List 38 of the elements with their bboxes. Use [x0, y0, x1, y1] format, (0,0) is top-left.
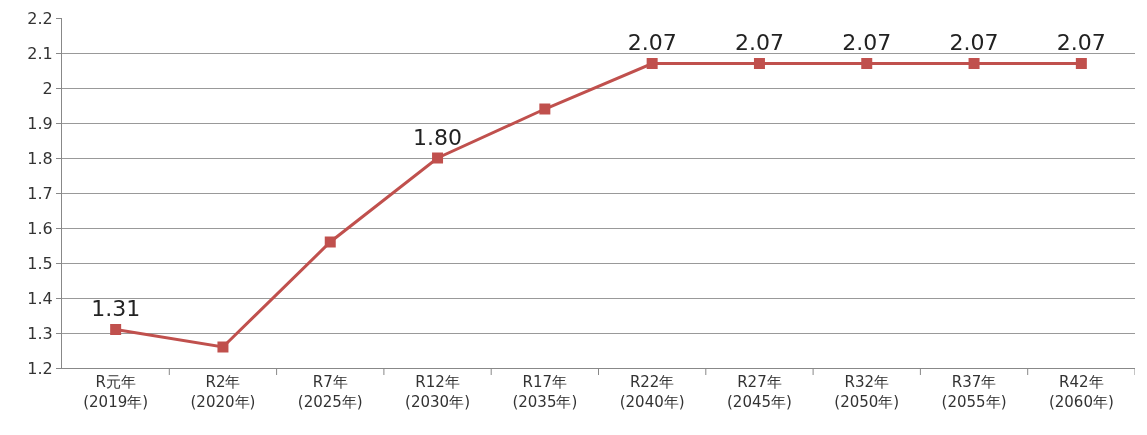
- point: [432, 152, 444, 164]
- y-tick-label: 1.7: [27, 183, 53, 203]
- data-label: 1.80: [413, 124, 463, 150]
- x-tick-label: R37年 (2055年): [941, 373, 1007, 411]
- y-tick-label: 1.3: [27, 323, 53, 343]
- x-tick-label: R12年 (2030年): [405, 373, 470, 411]
- point: [646, 58, 658, 69]
- y-tick-label: 1.6: [27, 218, 53, 238]
- y-tick-label: 1.2: [27, 358, 53, 378]
- data-label: 1.31: [91, 296, 141, 322]
- y-tick-label: 1.9: [27, 113, 53, 133]
- y-tick-label: 2.2: [27, 8, 53, 28]
- point: [753, 58, 765, 69]
- data-label: 2.07: [734, 30, 784, 56]
- x-tick-label: R2年 (2020年): [190, 373, 256, 411]
- data-label: 2.07: [949, 30, 999, 56]
- y-tick-label: 1.8: [27, 148, 53, 168]
- point: [217, 341, 229, 353]
- point: [861, 58, 873, 69]
- x-tick-label: R22年 (2040年): [619, 373, 685, 411]
- y-tick-label: 2: [42, 78, 53, 98]
- y-tick-label: 1.5: [27, 253, 53, 273]
- data-label: 2.07: [1056, 30, 1106, 56]
- x-tick-label: R7年 (2025年): [297, 373, 363, 411]
- data-label: 2.07: [842, 30, 892, 56]
- point: [539, 103, 551, 115]
- data-label: 2.07: [627, 30, 677, 56]
- x-tick-label: R27年 (2045年): [727, 373, 792, 411]
- x-tick-label: R42年 (2060年): [1048, 373, 1114, 411]
- x-tick-label: R32年 (2050年): [834, 373, 900, 411]
- y-tick-label: 2.1: [27, 43, 53, 63]
- x-tick-label: R17年 (2035年): [512, 373, 578, 411]
- point: [968, 58, 980, 69]
- y-tick-label: 1.4: [27, 288, 53, 308]
- x-tick-label: R元年 (2019年): [83, 373, 149, 411]
- point: [1075, 58, 1087, 69]
- point: [324, 236, 336, 248]
- point: [110, 324, 122, 335]
